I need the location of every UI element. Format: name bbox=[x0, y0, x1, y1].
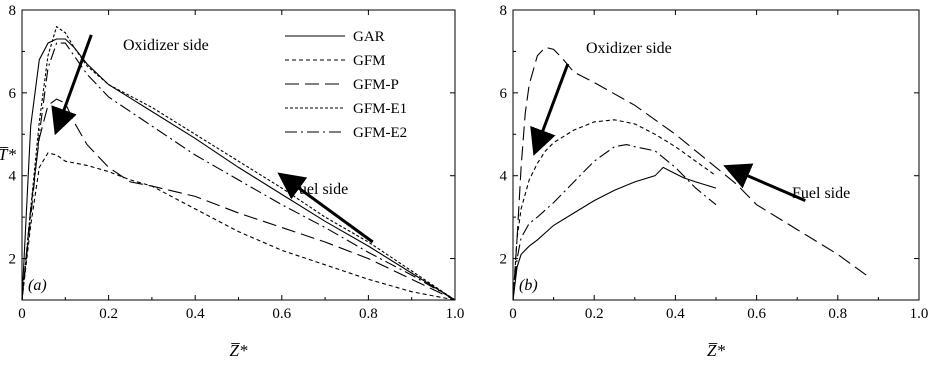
series-line-gfm bbox=[21, 152, 456, 301]
x-tick-label: 0.4 bbox=[666, 306, 685, 322]
annotation-text: Fuel side bbox=[290, 181, 348, 198]
x-axis-label: Z̅* bbox=[707, 341, 725, 360]
panel-label: (a) bbox=[28, 277, 47, 294]
plot-frame bbox=[21, 9, 456, 301]
x-axis-label: Z̅* bbox=[230, 341, 248, 360]
legend-label: GFM-P bbox=[353, 77, 399, 93]
x-tick-label: 0 bbox=[18, 306, 26, 322]
legend-label: GAR bbox=[353, 29, 385, 45]
x-tick-label: 0.6 bbox=[747, 306, 766, 322]
y-tick-label: 4 bbox=[500, 169, 508, 185]
y-tick-label: 4 bbox=[9, 169, 17, 185]
panel-a: 0 0.2 0.4 0.6 0.8 1.0 2 4 6 8 Z̅* T̅* (a) GAR GFM GFM-P… bbox=[0, 3, 464, 360]
annotation-text: Fuel side bbox=[792, 185, 850, 202]
x-tick-label: 0.8 bbox=[828, 306, 847, 322]
x-tick-label: 0.4 bbox=[186, 306, 205, 322]
series-line-gfm-e2 bbox=[21, 42, 456, 301]
annotation-text: Oxidizer side bbox=[123, 37, 209, 54]
annotation-arrow bbox=[51, 34, 93, 136]
x-tick-label: 0.8 bbox=[359, 306, 378, 322]
series-line-gfm bbox=[512, 119, 717, 301]
annotation-text: Oxidizer side bbox=[586, 40, 672, 57]
series-line-gfm-e2 bbox=[512, 144, 717, 301]
series-line-gfm-e1 bbox=[21, 25, 456, 301]
series-line-gar bbox=[512, 166, 717, 301]
x-tick-label: 1.0 bbox=[910, 306, 929, 322]
x-tick-label: 1.0 bbox=[446, 306, 465, 322]
plot-frame bbox=[512, 9, 920, 301]
y-tick-label: 2 bbox=[500, 252, 508, 268]
x-tick-label: 0 bbox=[509, 306, 517, 322]
x-tick-label: 0.2 bbox=[99, 306, 118, 322]
panel-b: 0 0.2 0.4 0.6 0.8 1.0 2 4 6 8 Z̅* (b) Oxidizer side F… bbox=[500, 3, 929, 360]
y-tick-label: 6 bbox=[500, 86, 508, 102]
series-line-gfm-p bbox=[21, 98, 456, 301]
legend-label: GFM-E2 bbox=[353, 125, 407, 141]
y-tick-label: 6 bbox=[9, 86, 17, 102]
series-line-gar bbox=[21, 38, 456, 301]
legend-label: GFM-E1 bbox=[353, 101, 407, 117]
panel-label: (b) bbox=[519, 277, 538, 294]
annotation-arrow bbox=[530, 63, 570, 156]
x-tick-label: 0.6 bbox=[272, 306, 291, 322]
y-tick-label: 8 bbox=[9, 3, 17, 19]
y-tick-label: 8 bbox=[500, 3, 508, 19]
y-tick-label: 2 bbox=[9, 252, 17, 268]
legend-label: GFM bbox=[353, 53, 386, 69]
series-line-gfm-p bbox=[512, 46, 867, 301]
annotation-arrow bbox=[723, 163, 806, 202]
x-tick-label: 0.2 bbox=[585, 306, 604, 322]
annotation-arrow bbox=[277, 172, 374, 244]
y-axis-label: T̅* bbox=[0, 145, 16, 164]
